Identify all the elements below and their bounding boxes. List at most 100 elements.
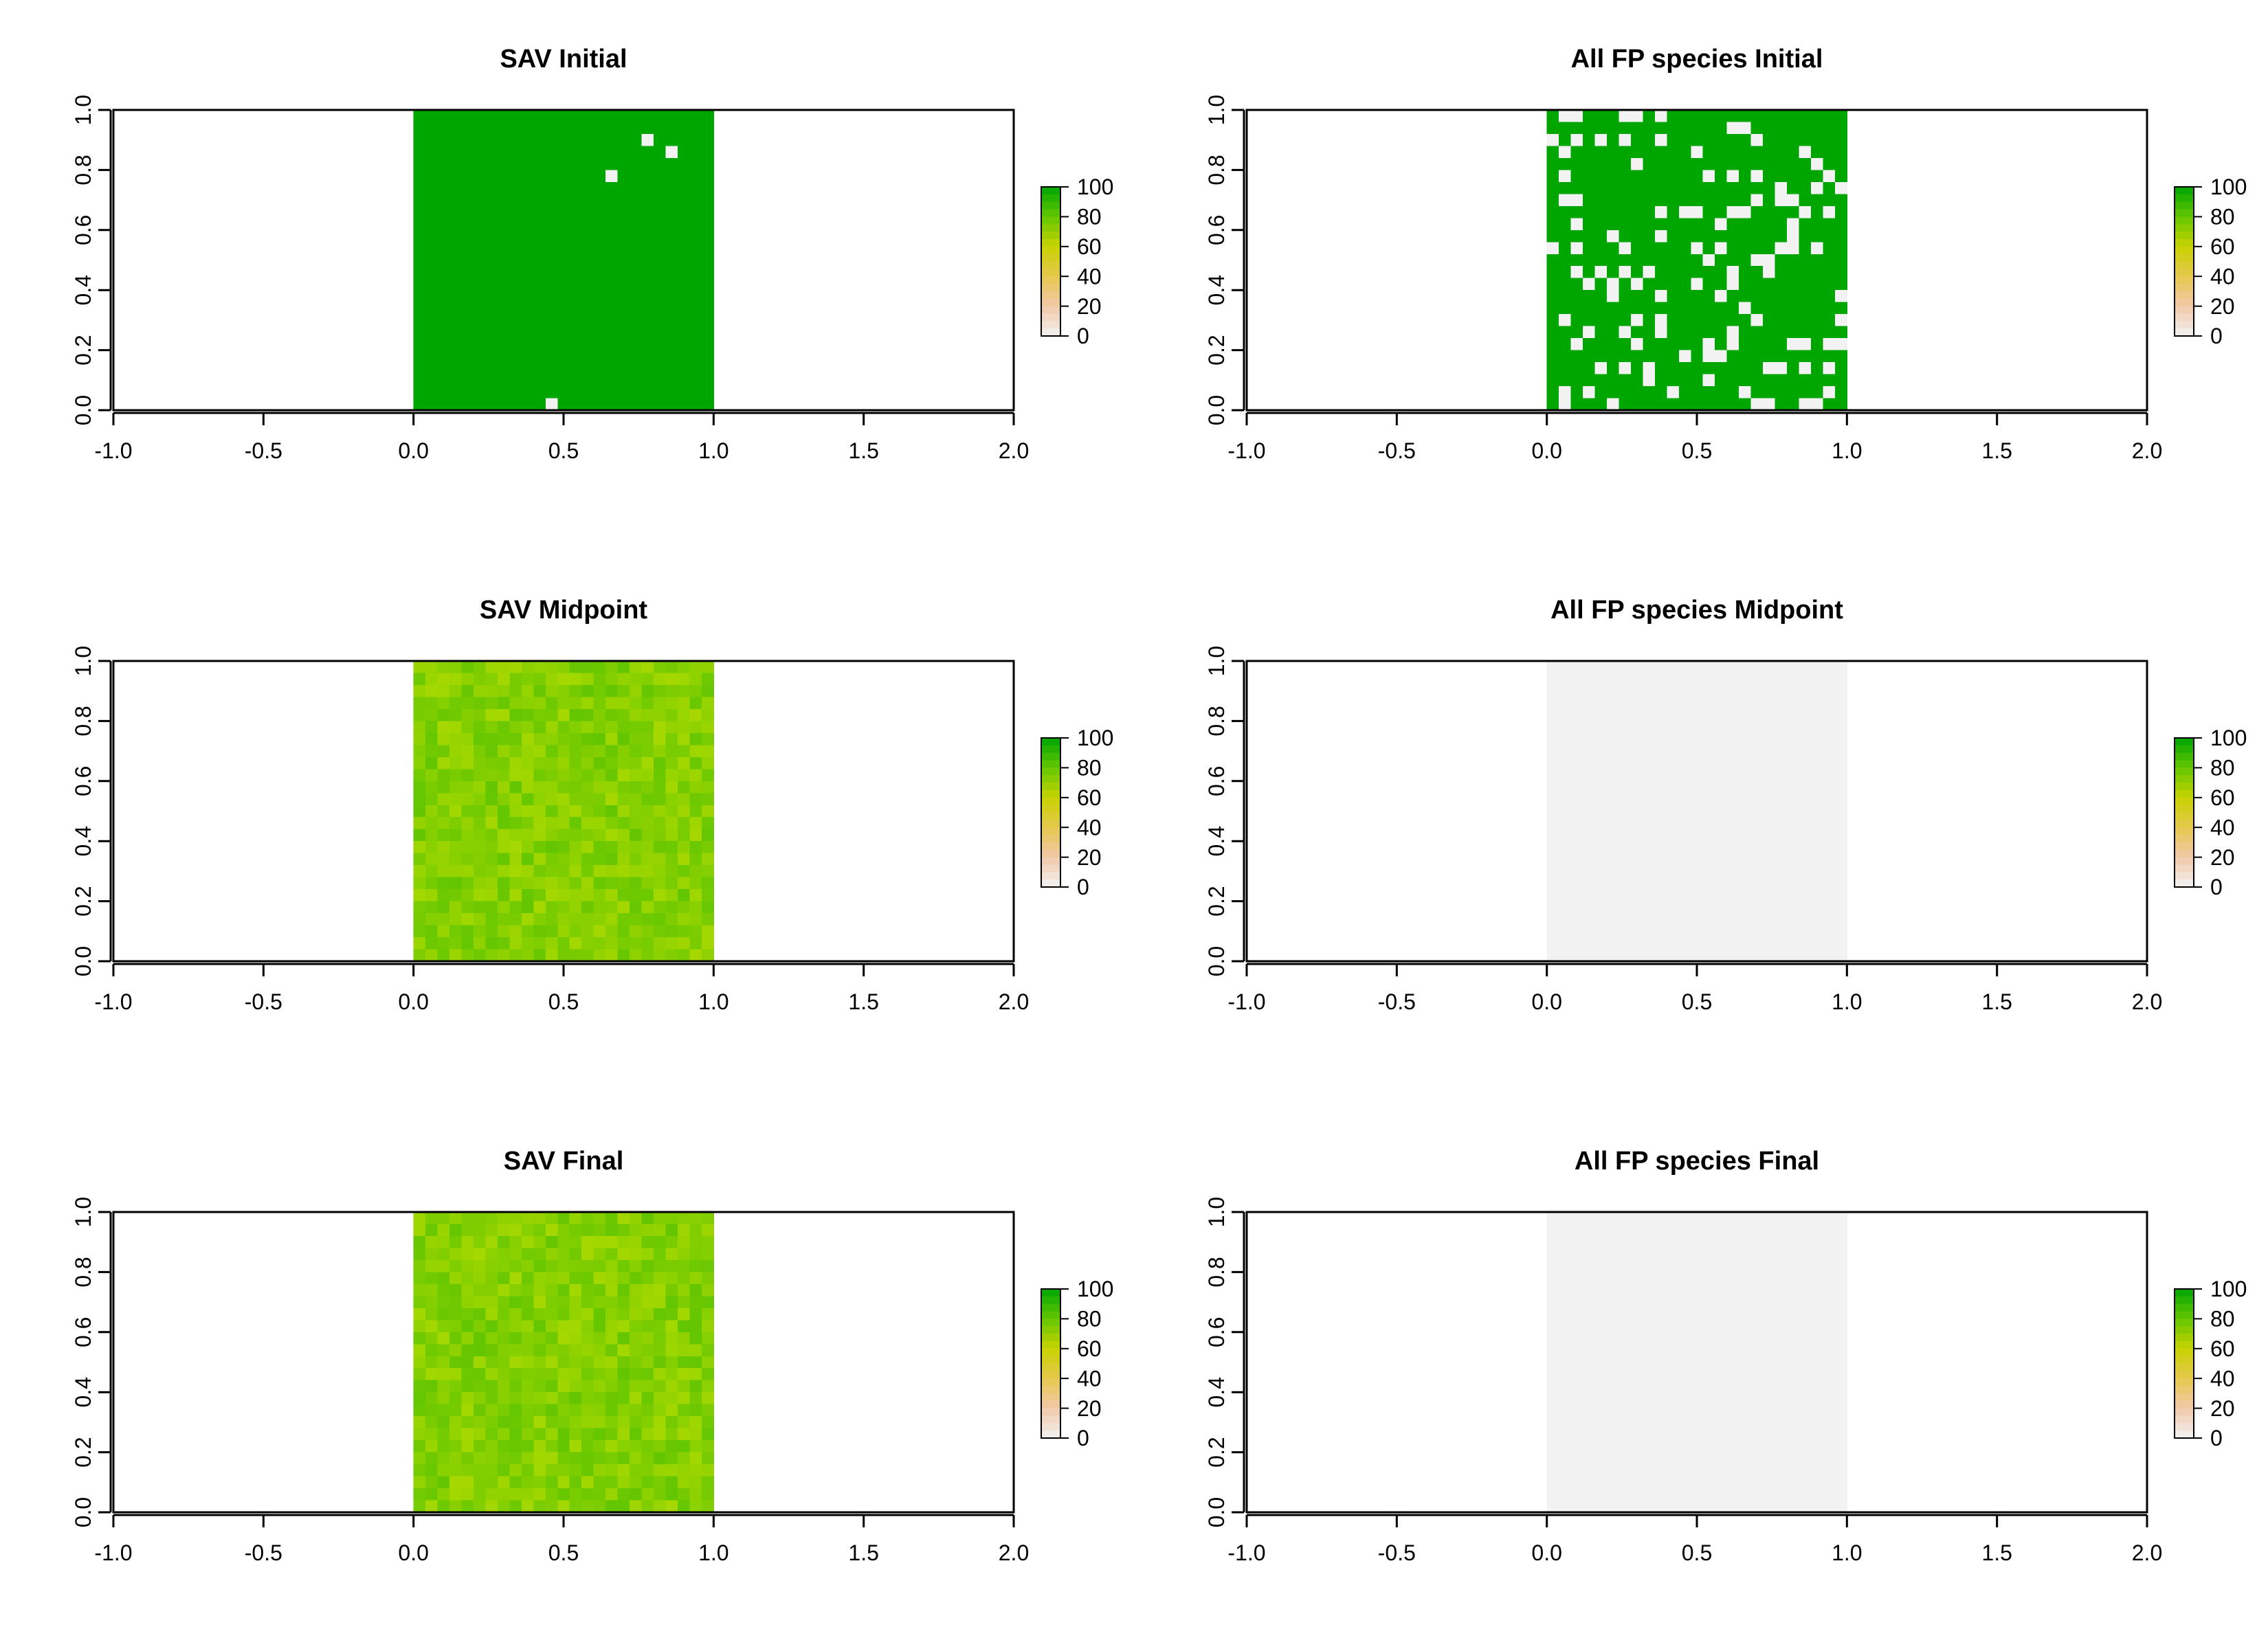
raster-cell [1678,829,1691,842]
raster-cell [425,1428,438,1441]
raster-cell [413,732,426,745]
raster-cell [665,1452,678,1465]
raster-cell [1750,1235,1764,1249]
raster-cell [605,865,619,878]
colorbar-swatch [1041,284,1060,292]
raster-cell [701,1368,714,1381]
raster-cell [689,1248,702,1261]
raster-cell [521,110,534,123]
raster-cell [654,122,667,135]
colorbar-tick-label: 60 [2210,785,2235,810]
raster-cell [461,218,474,231]
raster-cell [533,805,546,818]
raster-cell [545,708,558,721]
raster-cell [1594,769,1608,782]
raster-cell [617,829,630,842]
raster-cell [1546,865,1559,878]
raster-cell [677,278,690,291]
raster-cell [485,110,498,123]
raster-cell [533,661,546,674]
raster-cell [1643,1380,1656,1393]
raster-cell [1594,684,1608,698]
raster-cell [689,205,702,218]
raster-cell [1702,721,1715,734]
raster-cell [630,205,643,218]
raster-cell [521,386,534,399]
raster-cell [1763,1356,1776,1369]
raster-cell [1750,254,1764,267]
raster-cell [1559,386,1572,399]
raster-cell [1799,925,1812,938]
raster-cell [1594,853,1608,866]
raster-cell [581,661,594,674]
raster-cell [1787,1476,1800,1489]
raster-cell [665,1224,678,1237]
raster-cell [1654,1212,1667,1225]
raster-cell [413,1272,426,1285]
raster-cell [1739,829,1752,842]
raster-cell [654,937,667,950]
panel-6: All FP species Final-1.0 -0.5 0.0 0.5 1.0 1.5… [1204,1147,2247,1565]
raster-cell [509,1416,522,1429]
raster-cell [1570,949,1583,962]
raster-cell [437,170,450,183]
raster-cell [1702,925,1715,938]
raster-cell [413,1368,426,1381]
raster-cell [1726,949,1739,962]
raster-cell [1691,218,1704,231]
raster-cell [437,122,450,135]
raster-cell [654,1428,667,1441]
raster-cell [1546,1283,1559,1297]
raster-cell [689,1308,702,1321]
raster-cell [1559,661,1572,674]
raster-cell [545,673,558,686]
raster-cell [581,1416,594,1429]
raster-cell [677,326,690,339]
raster-cell [1546,877,1559,890]
raster-cell [1739,1248,1752,1261]
raster-cell [1546,1212,1559,1225]
raster-cell [1715,1416,1728,1429]
y-tick-label: 0.4 [71,275,96,305]
raster-cell [1678,781,1691,794]
raster-cell [1787,853,1800,866]
raster-cell [1775,1440,1788,1453]
raster-cell [630,1332,643,1345]
raster-cell [689,290,702,303]
raster-cell [1619,1235,1632,1249]
raster-cell [461,769,474,782]
raster-cell [701,684,714,698]
plot-frame [1245,660,2148,963]
raster-cell [1739,146,1752,159]
colorbar-tick-label: 80 [1077,205,1102,229]
raster-cell [1546,1296,1559,1309]
raster-cell [569,708,582,721]
colorbar-swatch [2175,775,2194,783]
raster-cell [1570,278,1583,291]
raster-cell [485,697,498,710]
raster-cell [1726,314,1739,327]
colorbar-tick-label: 20 [2210,294,2235,319]
raster-cell [1630,122,1643,135]
colorbar-swatch [1041,752,1060,761]
raster-cell [569,841,582,854]
raster-cell [533,708,546,721]
raster-cell [1763,721,1776,734]
raster-cell [533,1392,546,1405]
raster-cell [533,1452,546,1465]
raster-cell [701,1416,714,1429]
raster-cell [1630,673,1643,686]
raster-cell [593,302,606,315]
raster-cell [449,1296,463,1309]
raster-cell [437,229,450,243]
raster-cell [474,314,487,327]
raster-cell [1775,1332,1788,1345]
raster-cell [1667,1404,1680,1417]
raster-cell [449,1332,463,1345]
raster-cell [1619,745,1632,758]
raster-cell [521,338,534,351]
raster-cell [521,1212,534,1225]
colorbar-swatch [1041,1334,1060,1342]
raster-cell [437,266,450,279]
raster-cell [1763,889,1776,902]
